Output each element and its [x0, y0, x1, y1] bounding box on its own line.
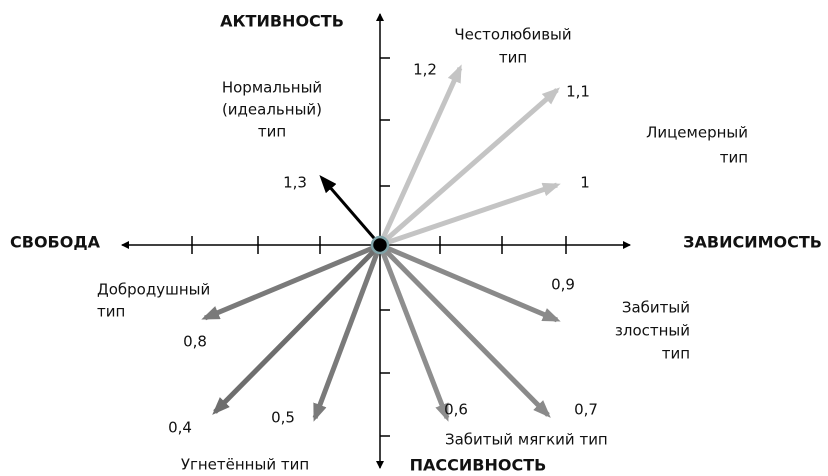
- type-label: Угнетённый тип: [181, 456, 309, 474]
- type-label: злостный: [615, 322, 690, 340]
- type-label: тип: [258, 123, 286, 141]
- arrow: [312, 244, 383, 422]
- axis-left-label: СВОБОДА: [10, 233, 101, 252]
- center-point: [370, 235, 390, 255]
- type-label: Нормальный: [222, 79, 322, 97]
- type-label: тип: [97, 303, 125, 321]
- type-label: Лицемерный: [646, 124, 748, 142]
- arrow-label: 0,9: [551, 276, 575, 294]
- arrow: [201, 242, 381, 321]
- arrow: [378, 87, 561, 247]
- arrow: [379, 242, 561, 323]
- arrow: [379, 182, 561, 248]
- type-label: Честолюбивый: [454, 26, 571, 44]
- arrow: [212, 243, 382, 415]
- ticks: [191, 57, 567, 437]
- arrow-label: 1,2: [413, 61, 437, 79]
- arrow-label: 1: [580, 174, 590, 192]
- arrow: [377, 244, 450, 422]
- arrow: [319, 174, 382, 246]
- axis-bottom-label: ПАССИВНОСТЬ: [410, 456, 547, 475]
- type-label: Забитый: [622, 299, 690, 317]
- arrow-label: 0,4: [168, 419, 192, 437]
- arrow-label: 1,1: [566, 83, 590, 101]
- type-label: тип: [720, 149, 748, 167]
- type-label: Забитый мягкий тип: [445, 431, 608, 449]
- type-label: Добродушный: [97, 281, 210, 299]
- arrow: [378, 243, 551, 418]
- arrow-label: 1,3: [283, 174, 307, 192]
- type-label: тип: [662, 345, 690, 363]
- arrow-label: 0,6: [444, 401, 468, 419]
- type-label: тип: [499, 49, 527, 67]
- axis-right-label: ЗАВИСИМОСТЬ: [683, 233, 822, 252]
- arrow: [377, 64, 463, 247]
- arrow-label: 0,7: [574, 401, 598, 419]
- axis-top-label: АКТИВНОСТЬ: [220, 12, 344, 31]
- arrows: [201, 64, 561, 422]
- type-label: (идеальный): [222, 101, 322, 119]
- arrow-label: 0,5: [271, 409, 295, 427]
- arrow-label: 0,8: [183, 333, 207, 351]
